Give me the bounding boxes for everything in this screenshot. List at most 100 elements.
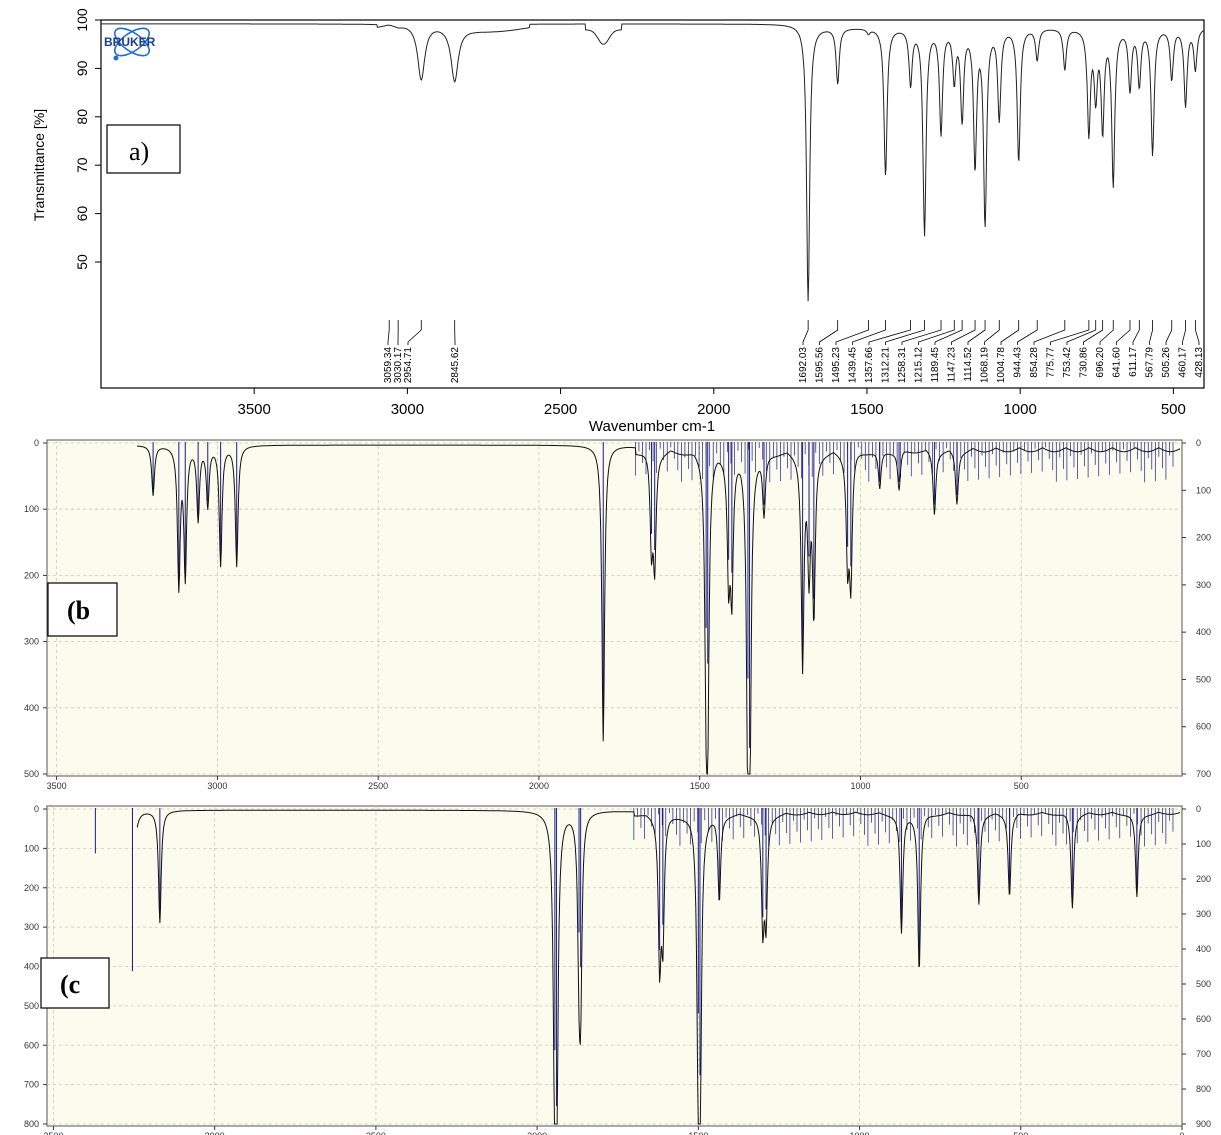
- y-tick-label: 200: [24, 570, 39, 580]
- panel-a-label-box: [106, 124, 181, 174]
- y2-tick-label: 0: [1196, 438, 1201, 448]
- panel-a-spectrum-line: [101, 23, 1205, 302]
- panel-a-peak-leader: [918, 320, 955, 345]
- y2-tick-label: 500: [1196, 979, 1211, 989]
- x-tick-label: 1000: [850, 1131, 870, 1135]
- panel-c-plot-area: [46, 805, 1183, 1127]
- panel-a-peak-leader: [885, 320, 925, 345]
- panel-a-peak-label: 611.17: [1128, 347, 1139, 377]
- panel-a-peak-label: 775.77: [1046, 347, 1057, 378]
- panel-a-peak-label: 1439.45: [848, 347, 859, 384]
- x-tick-label: 2000: [527, 1131, 547, 1135]
- x-tick-label: 3000: [205, 1131, 225, 1135]
- panel-c-grid: [47, 806, 1182, 1126]
- panel-c-label-box: [40, 957, 110, 1009]
- panel-a-x-tick-label: 500: [1161, 401, 1186, 418]
- y-tick-label: 200: [24, 883, 39, 893]
- panel-a-peak-leader: [1000, 320, 1020, 345]
- y-tick-label: 700: [24, 1080, 39, 1090]
- x-tick-label: 3500: [47, 781, 67, 791]
- x-tick-label: 1500: [690, 781, 710, 791]
- panel-a-y-tick-label: 70: [74, 157, 90, 173]
- panel-a-y-axis-label: Transmittance [%]: [31, 109, 47, 221]
- panel-a-peak-label: 696.20: [1095, 347, 1106, 378]
- panel-c-x-ticks: 3500 3000 2500 2000 1500 1000 500 0: [43, 1126, 1185, 1135]
- y2-tick-label: 300: [1196, 580, 1211, 590]
- panel-a-y-tick-label: 100: [74, 8, 90, 32]
- panel-a-x-tick-label: 3500: [238, 401, 271, 418]
- panel-a-peak-label: 1114.52: [963, 347, 974, 382]
- y-tick-label: 300: [24, 637, 39, 647]
- y-tick-label: 800: [24, 1119, 39, 1129]
- y-tick-label: 400: [24, 703, 39, 713]
- y-tick-label: 400: [24, 962, 39, 972]
- x-tick-label: 500: [1014, 781, 1029, 791]
- y2-tick-label: 400: [1196, 627, 1211, 637]
- panel-b-label-box: [47, 582, 118, 637]
- x-tick-label: 0: [1179, 1131, 1184, 1135]
- x-tick-label: 1000: [850, 781, 870, 791]
- panel-a-peak-label: 1147.23: [947, 347, 958, 383]
- panel-a-peak-leader: [407, 320, 422, 345]
- panel-a-peak-leader: [387, 320, 390, 345]
- panel-a-peak-leader: [1194, 320, 1200, 345]
- panel-a-peak-leader: [934, 320, 963, 345]
- panel-a-peak-label: 2954.71: [403, 347, 414, 384]
- panel-a-peak-leader: [852, 320, 886, 345]
- panel-c-label: (c: [60, 970, 80, 999]
- panel-a-peak-label: 1189.45: [930, 347, 941, 383]
- y-tick-label: 100: [24, 843, 39, 853]
- panel-a-peak-leader: [901, 320, 942, 345]
- panel-a-x-tick-label: 2000: [697, 401, 730, 418]
- y-tick-label: 0: [34, 438, 39, 448]
- panel-a-peak-labels: 3059.34 3030.17 2954.71 2845.62 1692.03 1595.…: [383, 320, 1205, 383]
- panel-a-peak-label: 505.26: [1161, 347, 1172, 378]
- y2-tick-label: 800: [1196, 1084, 1211, 1094]
- panel-b-y2-ticks: 0 100 200 300 400 500 600 700: [1182, 438, 1211, 779]
- panel-a-peak-label: 1312.21: [881, 347, 892, 384]
- x-tick-label: 3000: [207, 781, 227, 791]
- y-tick-label: 500: [24, 1001, 39, 1011]
- panel-a-peak-label: 944.43: [1013, 347, 1024, 378]
- panel-a-peak-leader: [1149, 320, 1153, 345]
- panel-c-computed-spectrum: 0 100 200 300 400 500 600 700 800 0 100 200 300 400 5…: [24, 804, 1211, 1135]
- x-tick-label: 2500: [366, 1131, 386, 1135]
- bruker-logo-text: BRUKER: [104, 35, 156, 49]
- y2-tick-label: 700: [1196, 769, 1211, 779]
- x-tick-label: 2500: [368, 781, 388, 791]
- panel-a-peak-leader: [868, 320, 911, 345]
- x-tick-label: 2000: [529, 781, 549, 791]
- bruker-logo: BRUKER: [104, 27, 156, 61]
- y2-tick-label: 200: [1196, 874, 1211, 884]
- panel-a-peak-label: 854.28: [1029, 347, 1040, 378]
- panel-a-peak-leader: [1083, 320, 1104, 345]
- panel-b-grid: [47, 440, 1182, 776]
- panel-a-y-tick-label: 80: [74, 109, 90, 125]
- x-tick-label: 1500: [688, 1131, 708, 1135]
- y2-tick-label: 900: [1196, 1119, 1211, 1129]
- panel-a-peak-label: 1595.56: [815, 347, 826, 384]
- panel-a-peak-leader: [1066, 320, 1097, 345]
- panel-a-peak-label: 460.17: [1178, 347, 1189, 378]
- panel-a-peak-leader: [1116, 320, 1131, 345]
- panel-a-peak-leader: [1017, 320, 1038, 345]
- panel-b-y-ticks: 0 100 200 300 400 500: [24, 438, 47, 779]
- panel-a-peak-leader: [1050, 320, 1090, 345]
- panel-a-y-tick-label: 90: [74, 60, 90, 76]
- panel-a-frame: [100, 19, 1205, 389]
- panel-a-peak-label: 753.42: [1062, 347, 1073, 378]
- panel-a-y-tick-label: 60: [74, 206, 90, 222]
- panel-a-x-axis-label: Wavenumber cm-1: [589, 418, 715, 435]
- panel-b-plot-area: [46, 439, 1183, 777]
- panel-b-label: (b: [67, 596, 90, 625]
- y-tick-label: 600: [24, 1040, 39, 1050]
- panel-a-peak-label: 1357.66: [864, 347, 875, 384]
- panel-a-peak-leader: [951, 320, 976, 345]
- panel-b-spectrum-line: [136, 444, 1181, 775]
- panel-a-peak-label: 1004.78: [996, 347, 1007, 384]
- panel-a-peak-label: 730.86: [1079, 347, 1090, 378]
- panel-a-peak-leader: [984, 320, 1000, 345]
- panel-a-peak-leader: [802, 320, 809, 345]
